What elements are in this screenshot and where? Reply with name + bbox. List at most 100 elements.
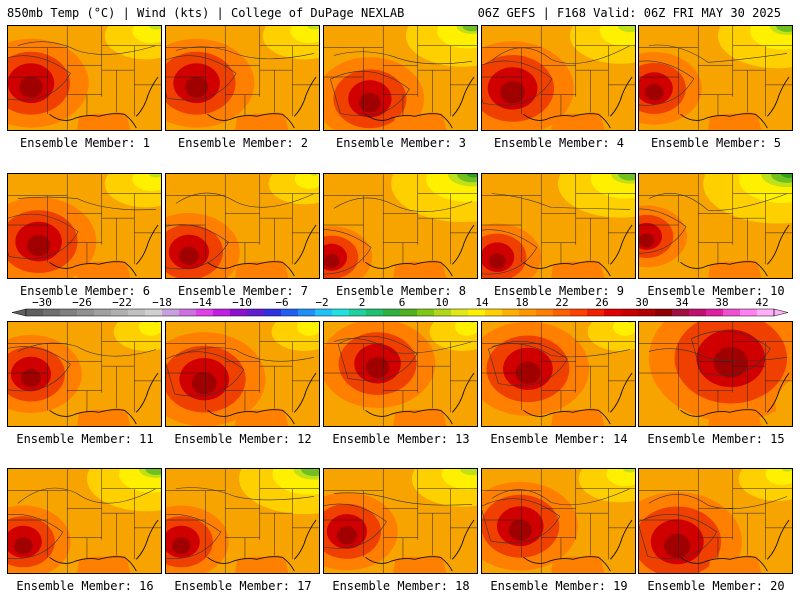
- colorbar-tick-label: 6: [399, 296, 406, 309]
- colorbar-tick-label: 2: [359, 296, 366, 309]
- ensemble-map-panel: [481, 468, 636, 574]
- ensemble-member-label: Ensemble Member: 11: [16, 432, 154, 446]
- colorbar-swatch: [723, 309, 741, 316]
- temperature-map: [639, 26, 792, 130]
- colorbar-swatch: [349, 309, 367, 316]
- colorbar-swatch: [689, 309, 707, 316]
- colorbar-swatch: [281, 309, 299, 316]
- temperature-map: [166, 322, 319, 426]
- colorbar-tick-label: 14: [475, 296, 489, 309]
- ensemble-map-panel: [638, 321, 793, 427]
- ensemble-map-panel: [638, 468, 793, 574]
- colorbar-tick-label: −30: [32, 296, 52, 309]
- colorbar-swatch: [332, 309, 350, 316]
- colorbar-swatch: [213, 309, 231, 316]
- temperature-map: [8, 469, 161, 573]
- colorbar-swatch: [468, 309, 486, 316]
- colorbar-tick-label: 34: [675, 296, 689, 309]
- colorbar-high-arrow: [773, 308, 788, 317]
- temperature-map: [324, 322, 477, 426]
- colorbar-swatch: [740, 309, 758, 316]
- temperature-colorbar: −30 −26 −22 −18 −14 −10 −6 −2 2 6 10 14 18 22 26 30 34 38…: [12, 296, 788, 317]
- colorbar-tick-label: 22: [555, 296, 568, 309]
- colorbar-swatch: [145, 309, 163, 316]
- ensemble-map-panel: [481, 25, 636, 131]
- temperature-map: [166, 26, 319, 130]
- colorbar-swatch: [553, 309, 571, 316]
- temperature-map: [166, 174, 319, 278]
- model-run-info: 06Z GEFS | F168 Valid: 06Z FRI MAY 30 20…: [477, 6, 781, 20]
- ensemble-map-panel: [7, 321, 162, 427]
- ensemble-member-label: Ensemble Member: 19: [490, 579, 628, 593]
- ensemble-member-label: Ensemble Member: 3: [335, 136, 467, 150]
- colorbar-tick-label: −14: [192, 296, 212, 309]
- colorbar-swatch: [502, 309, 520, 316]
- temperature-map: [166, 469, 319, 573]
- temperature-map: [639, 174, 792, 278]
- colorbar-tick-label: 38: [715, 296, 728, 309]
- temperature-map: [482, 322, 635, 426]
- ensemble-member-label: Ensemble Member: 16: [16, 579, 154, 593]
- colorbar-tick-label: 30: [635, 296, 648, 309]
- ensemble-map-panel: [323, 468, 478, 574]
- ensemble-member-label: Ensemble Member: 14: [490, 432, 628, 446]
- ensemble-member-label: Ensemble Member: 10: [647, 284, 785, 298]
- colorbar-tick-label: −26: [72, 296, 92, 309]
- colorbar-frame: [25, 308, 775, 317]
- colorbar-tick-label: 42: [755, 296, 768, 309]
- ensemble-map-panel: [7, 468, 162, 574]
- ensemble-map-panel: [481, 173, 636, 279]
- colorbar-swatch: [162, 309, 180, 316]
- colorbar-tick-label: −6: [275, 296, 288, 309]
- ensemble-map-panel: [323, 25, 478, 131]
- ensemble-member-label: Ensemble Member: 12: [174, 432, 312, 446]
- ensemble-map-panel: [165, 321, 320, 427]
- temperature-map: [8, 322, 161, 426]
- ensemble-member-label: Ensemble Member: 13: [332, 432, 470, 446]
- colorbar-swatch: [672, 309, 690, 316]
- colorbar-tick-label: 18: [515, 296, 528, 309]
- colorbar-swatch: [230, 309, 248, 316]
- ensemble-map-panel: [165, 25, 320, 131]
- colorbar-swatch: [519, 309, 537, 316]
- ensemble-member-label: Ensemble Member: 8: [335, 284, 467, 298]
- temperature-map: [324, 26, 477, 130]
- colorbar-low-arrow: [12, 308, 27, 317]
- colorbar-tick-label: 10: [435, 296, 448, 309]
- colorbar-swatch: [43, 309, 61, 316]
- ensemble-member-label: Ensemble Member: 4: [493, 136, 625, 150]
- colorbar-tick-label: −2: [315, 296, 328, 309]
- colorbar-tick-label: 26: [595, 296, 608, 309]
- colorbar-swatch: [604, 309, 622, 316]
- colorbar-swatch: [60, 309, 78, 316]
- ensemble-member-label: Ensemble Member: 15: [647, 432, 785, 446]
- temperature-map: [482, 26, 635, 130]
- colorbar-swatch: [621, 309, 639, 316]
- colorbar-swatch: [434, 309, 452, 316]
- ensemble-map-panel: [638, 173, 793, 279]
- ensemble-map-panel: [7, 173, 162, 279]
- ensemble-member-label: Ensemble Member: 1: [19, 136, 151, 150]
- colorbar-swatch: [111, 309, 129, 316]
- temperature-map: [8, 26, 161, 130]
- temperature-map: [8, 174, 161, 278]
- colorbar-swatch: [26, 309, 44, 316]
- ensemble-member-label: Ensemble Member: 9: [493, 284, 625, 298]
- map-title: 850mb Temp (°C) | Wind (kts) | College o…: [7, 6, 405, 20]
- colorbar-swatch: [196, 309, 214, 316]
- ensemble-map-panel: [638, 25, 793, 131]
- ensemble-member-label: Ensemble Member: 20: [647, 579, 785, 593]
- colorbar-tick-label: −10: [232, 296, 252, 309]
- ensemble-map-panel: [481, 321, 636, 427]
- colorbar-tick-label: −18: [152, 296, 172, 309]
- colorbar-swatch: [417, 309, 435, 316]
- temperature-map: [324, 174, 477, 278]
- colorbar-swatch: [94, 309, 112, 316]
- colorbar-tick-label: −22: [112, 296, 132, 309]
- colorbar-swatch: [366, 309, 384, 316]
- colorbar-swatch: [757, 309, 775, 316]
- colorbar-swatch: [383, 309, 401, 316]
- ensemble-map-panel: [323, 173, 478, 279]
- temperature-map: [482, 174, 635, 278]
- colorbar-swatch: [587, 309, 605, 316]
